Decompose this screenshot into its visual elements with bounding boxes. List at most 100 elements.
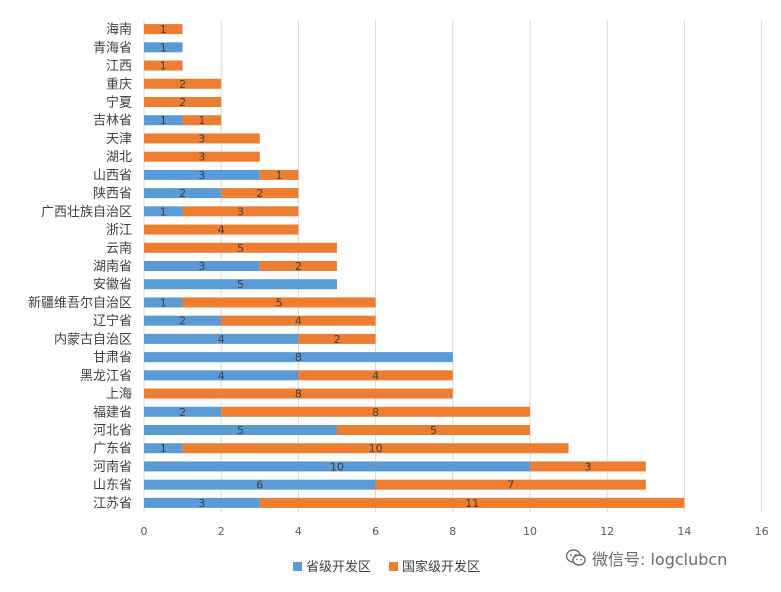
bar-segment-national	[144, 151, 260, 162]
category-label: 辽宁省	[93, 313, 132, 329]
bar-value-label: 2	[179, 96, 186, 109]
legend-label-national: 国家级开发区	[402, 559, 480, 575]
bar-value-label: 4	[218, 369, 225, 382]
x-tick-label: 10	[523, 525, 537, 538]
category-label: 湖南省	[93, 259, 132, 275]
x-tick-label: 2	[218, 525, 225, 538]
bar-value-label: 1	[160, 205, 167, 218]
bar-value-label: 5	[237, 242, 244, 255]
bar-segment-provincial	[144, 42, 183, 53]
bar-segment-national	[144, 78, 222, 89]
bar-value-label: 1	[160, 114, 167, 127]
bar-segment-national	[182, 297, 376, 308]
bar-segment-national	[182, 443, 569, 454]
bar-value-label: 5	[430, 424, 437, 437]
bar-value-label: 1	[276, 169, 283, 182]
bar-segment-national	[144, 133, 260, 144]
bar-segment-provincial	[144, 297, 183, 308]
bar-segment-national	[375, 479, 646, 490]
bar-value-label: 4	[218, 224, 225, 237]
bar-value-label: 1	[160, 23, 167, 36]
category-label: 湖北	[106, 150, 132, 165]
bar-value-label: 10	[330, 460, 344, 473]
bar-segment-national	[337, 425, 530, 435]
bar-segment-provincial	[144, 370, 299, 381]
watermark: 微信号: logclubcn	[566, 547, 727, 569]
category-label: 江西	[106, 59, 132, 74]
bar-value-label: 1	[160, 41, 167, 54]
bar-value-label: 11	[465, 497, 479, 510]
bar-segment-provincial	[144, 461, 530, 472]
legend-swatch-national	[389, 562, 398, 571]
bar-segment-national	[144, 224, 299, 235]
category-label: 上海	[106, 387, 132, 402]
category-label: 甘肃省	[93, 351, 132, 366]
bar-value-label: 2	[179, 78, 186, 91]
bar-segment-national	[182, 206, 299, 217]
bar-segment-national	[298, 333, 376, 344]
bar-segment-provincial	[144, 261, 260, 271]
category-label: 山东省	[93, 478, 132, 493]
category-label: 宁夏	[106, 95, 132, 111]
bar-segment-national	[259, 497, 685, 508]
bar-segment-provincial	[144, 279, 337, 290]
bar-value-label: 4	[218, 333, 225, 346]
category-label: 云南	[106, 240, 132, 256]
bar-value-label: 3	[198, 169, 205, 182]
category-label: 广东省	[93, 442, 132, 457]
category-label: 重庆	[106, 76, 132, 92]
bar-value-label: 2	[179, 187, 186, 200]
bar-value-label: 8	[295, 388, 302, 401]
bar-segment-national	[144, 388, 453, 399]
bar-segment-national	[144, 97, 222, 107]
bar-value-label: 3	[198, 151, 205, 164]
bar-segment-national	[259, 261, 337, 271]
bar-segment-provincial	[144, 443, 183, 454]
bar-value-label: 3	[198, 132, 205, 145]
category-label: 吉林省	[93, 114, 132, 129]
bar-value-label: 7	[507, 479, 514, 492]
legend-swatch-provincial	[293, 562, 302, 571]
bar-segment-provincial	[144, 425, 337, 435]
x-tick-label: 14	[677, 525, 691, 538]
category-labels: 海南青海省江西重庆宁夏吉林省天津湖北山西省陕西省广西壮族自治区浙江云南湖南省安徽…	[28, 22, 132, 512]
bar-segment-national	[144, 24, 183, 35]
bars	[144, 24, 685, 508]
x-tick-label: 12	[600, 525, 614, 538]
bar-segment-national	[144, 60, 183, 71]
bar-segment-national	[221, 315, 376, 326]
bar-segment-provincial	[144, 169, 260, 180]
bar-segment-provincial	[144, 352, 453, 363]
bar-segment-provincial	[144, 315, 222, 326]
bar-value-label: 2	[295, 260, 302, 273]
bar-value-label: 8	[372, 406, 379, 419]
category-label: 海南	[106, 22, 132, 38]
bar-value-label: 5	[237, 424, 244, 437]
bar-value-label: 1	[160, 296, 167, 309]
category-label: 黑龙江省	[80, 369, 132, 384]
bar-segment-provincial	[144, 188, 222, 199]
bar-segment-national	[298, 370, 453, 381]
bar-segment-national	[221, 406, 530, 417]
bar-value-label: 3	[584, 460, 591, 473]
bar-value-label: 4	[295, 315, 302, 328]
bar-segment-provincial	[144, 206, 183, 217]
bar-segment-national	[259, 169, 299, 180]
bar-segment-national	[221, 188, 299, 199]
x-tick-label: 16	[755, 525, 769, 538]
x-tick-label: 0	[141, 525, 148, 538]
category-label: 福建省	[93, 405, 132, 420]
legend: 省级开发区 国家级开发区	[293, 559, 480, 575]
category-label: 广西壮族自治区	[41, 204, 132, 220]
category-label: 青海省	[93, 41, 132, 56]
category-label: 安徽省	[93, 278, 132, 293]
legend-label-provincial: 省级开发区	[306, 559, 371, 575]
bar-value-label: 5	[237, 278, 244, 291]
bar-segment-provincial	[144, 333, 299, 344]
bar-value-label: 1	[160, 442, 167, 455]
category-label: 内蒙古自治区	[54, 331, 132, 347]
bar-segment-national	[144, 242, 337, 253]
category-label: 新疆维吾尔自治区	[28, 295, 132, 311]
bar-segment-national	[182, 115, 222, 126]
category-label: 河北省	[93, 424, 132, 439]
